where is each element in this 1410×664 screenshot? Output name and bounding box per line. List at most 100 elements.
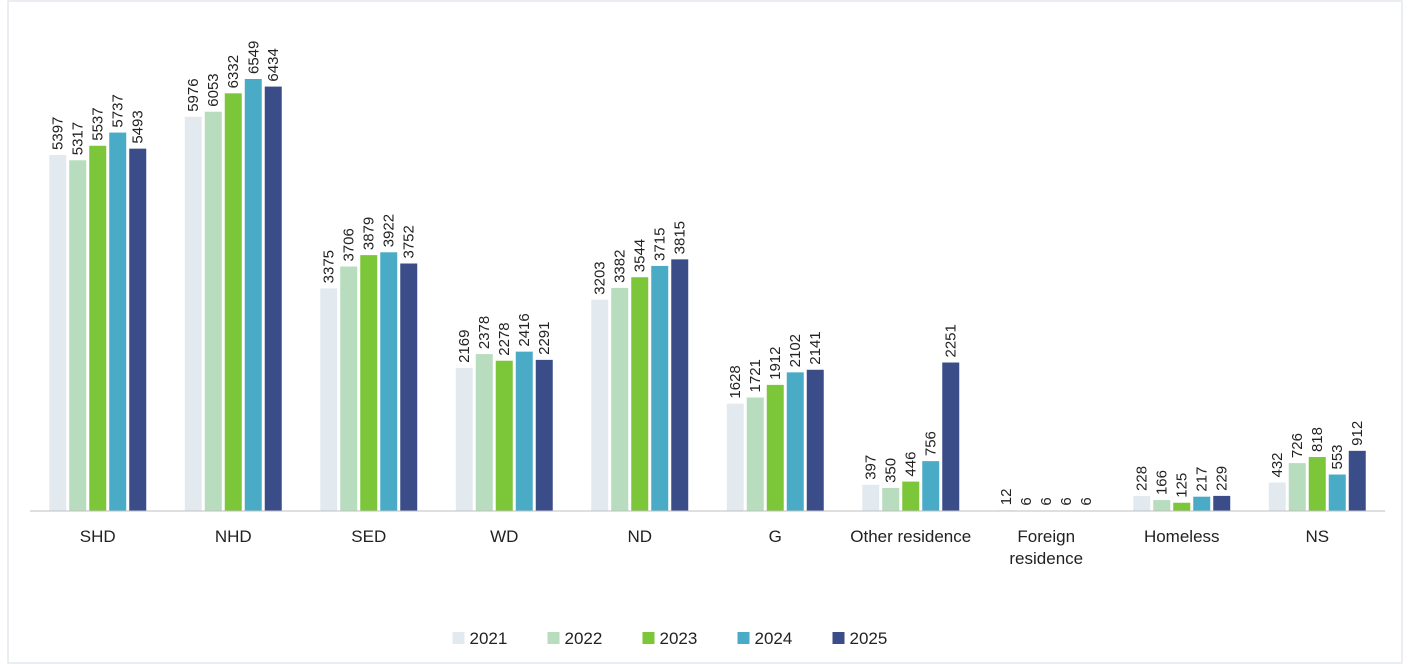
- bar: [1133, 495, 1151, 511]
- bar: [1328, 474, 1346, 511]
- legend-label: 2024: [755, 629, 793, 648]
- bar: [631, 277, 649, 511]
- bar: [786, 372, 804, 511]
- data-label: 912: [1349, 421, 1366, 446]
- data-label: 3382: [612, 250, 629, 283]
- data-label: 5976: [185, 78, 202, 111]
- bar: [475, 354, 493, 511]
- x-tick-label: WD: [490, 527, 519, 546]
- data-label: 6332: [225, 55, 242, 88]
- bar: [360, 255, 378, 511]
- data-label: 5737: [110, 94, 127, 127]
- data-label: 3706: [341, 228, 358, 261]
- data-label: 1721: [747, 359, 764, 392]
- bar: [244, 79, 262, 511]
- legend-swatch: [642, 632, 655, 644]
- bar: [806, 369, 824, 511]
- frame: [7, 0, 1403, 664]
- data-label: 2278: [496, 322, 513, 355]
- data-label: 553: [1329, 444, 1346, 469]
- bar: [455, 367, 473, 511]
- data-label: 6: [1038, 497, 1055, 505]
- data-label: 3715: [652, 228, 669, 261]
- data-label: 3203: [592, 261, 609, 294]
- bar: [1348, 450, 1366, 511]
- data-label: 5537: [90, 107, 107, 140]
- x-tick-label: Foreign residence: [1009, 527, 1084, 568]
- bar: [1288, 463, 1306, 511]
- data-label: 217: [1194, 467, 1211, 492]
- data-label: 6: [1018, 497, 1035, 505]
- data-label: 3815: [672, 221, 689, 254]
- bar: [862, 484, 880, 511]
- data-label: 756: [923, 431, 940, 456]
- data-label: 432: [1269, 452, 1286, 477]
- data-label: 2378: [476, 316, 493, 349]
- data-label: 3752: [401, 225, 418, 258]
- x-tick-label: G: [768, 527, 782, 546]
- x-tick-label: Other residence: [850, 527, 972, 546]
- legend-label: 2023: [660, 629, 698, 648]
- data-label: 12: [998, 489, 1015, 506]
- data-label: 228: [1134, 466, 1151, 491]
- x-tick-label: ND: [627, 527, 653, 546]
- legend-swatch: [452, 632, 465, 644]
- bar: [671, 259, 689, 511]
- data-label: 2251: [943, 324, 960, 357]
- legend-swatch: [832, 632, 845, 644]
- bar: [129, 148, 147, 511]
- data-label: 3922: [381, 214, 398, 247]
- data-label: 2102: [787, 334, 804, 367]
- bar: [1193, 496, 1211, 511]
- legend-label: 2022: [565, 629, 603, 648]
- bar: [1268, 482, 1286, 511]
- data-label: 6434: [265, 48, 282, 81]
- bar: [746, 397, 764, 511]
- bar: [726, 403, 744, 511]
- data-label: 397: [863, 455, 880, 480]
- data-label: 2141: [807, 331, 824, 364]
- bar: [69, 160, 87, 511]
- x-tick-label: NHD: [214, 527, 252, 546]
- bar: [515, 351, 533, 511]
- bar: [109, 132, 127, 511]
- bar: [320, 288, 338, 511]
- data-label: 229: [1214, 466, 1231, 491]
- x-tick-label: NS: [1305, 527, 1330, 546]
- legend-swatch: [547, 632, 560, 644]
- data-label: 350: [883, 458, 900, 483]
- bar: [224, 93, 242, 512]
- x-tick-label: SED: [351, 527, 387, 546]
- bar: [340, 266, 358, 511]
- legend-label: 2021: [470, 629, 508, 648]
- bar: [1153, 500, 1171, 511]
- data-label: 5493: [130, 110, 147, 143]
- data-label: 2416: [516, 313, 533, 346]
- bar: [1173, 502, 1191, 511]
- bar: [264, 86, 282, 512]
- data-label: 726: [1289, 433, 1306, 458]
- data-label: 125: [1174, 473, 1191, 498]
- bar: [380, 252, 398, 511]
- bar: [882, 487, 900, 511]
- bar: [535, 359, 553, 511]
- legend-label: 2025: [850, 629, 888, 648]
- bar: [942, 362, 960, 511]
- data-label: 6549: [245, 41, 262, 74]
- bar: [1308, 457, 1326, 511]
- data-label: 6: [1078, 497, 1095, 505]
- bar: [1213, 495, 1231, 511]
- data-label: 166: [1154, 470, 1171, 495]
- data-label: 5317: [70, 122, 87, 155]
- x-tick-label: Homeless: [1143, 527, 1220, 546]
- bar: [49, 154, 67, 511]
- bar: [89, 145, 107, 511]
- data-label: 1628: [727, 365, 744, 398]
- bar: [400, 263, 418, 511]
- data-label: 446: [903, 452, 920, 477]
- bar: [204, 111, 222, 512]
- data-label: 3375: [321, 250, 338, 283]
- bar: [495, 360, 513, 511]
- data-label: 818: [1309, 427, 1326, 452]
